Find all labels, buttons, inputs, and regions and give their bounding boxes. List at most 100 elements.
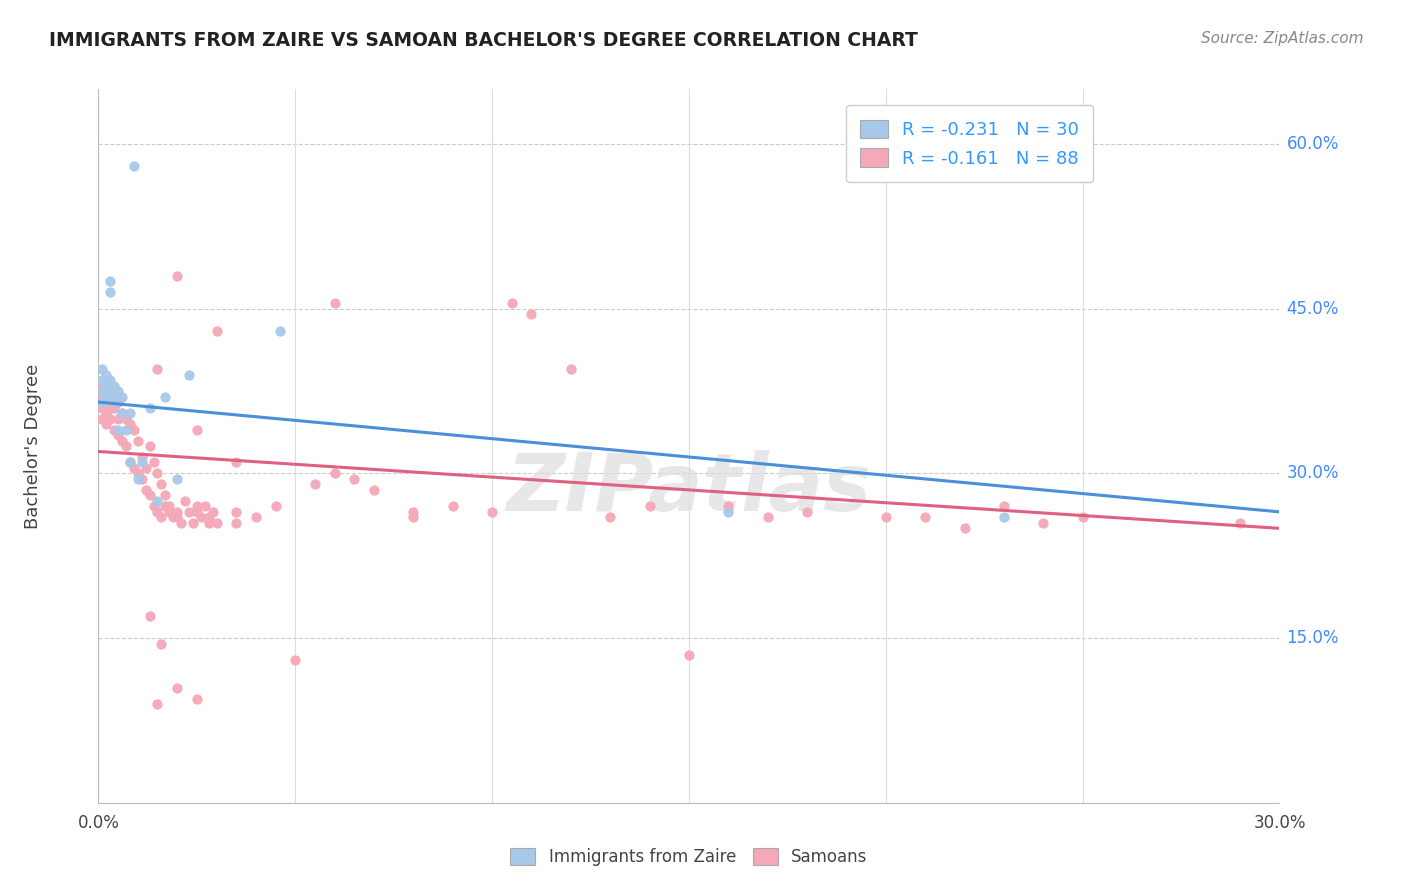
Point	[269, 324, 291, 338]
Point	[107, 423, 129, 437]
Point	[118, 455, 141, 469]
Point	[166, 681, 188, 695]
Point	[170, 516, 193, 530]
Point	[166, 472, 188, 486]
Point	[96, 378, 118, 392]
Point	[225, 505, 247, 519]
Point	[190, 510, 212, 524]
Point	[875, 510, 897, 524]
Point	[103, 395, 125, 409]
Point	[91, 373, 114, 387]
Text: 45.0%: 45.0%	[1286, 300, 1339, 318]
Point	[91, 390, 114, 404]
Text: IMMIGRANTS FROM ZAIRE VS SAMOAN BACHELOR'S DEGREE CORRELATION CHART: IMMIGRANTS FROM ZAIRE VS SAMOAN BACHELOR…	[49, 31, 918, 50]
Point	[150, 510, 173, 524]
Point	[135, 461, 157, 475]
Point	[96, 384, 118, 398]
Point	[98, 390, 121, 404]
Point	[155, 488, 177, 502]
Point	[115, 439, 138, 453]
Point	[138, 609, 160, 624]
Text: Bachelor's Degree: Bachelor's Degree	[24, 363, 42, 529]
Point	[304, 477, 326, 491]
Point	[98, 401, 121, 415]
Point	[103, 401, 125, 415]
Point	[107, 411, 129, 425]
Point	[103, 423, 125, 437]
Point	[118, 406, 141, 420]
Point	[225, 455, 247, 469]
Point	[98, 373, 121, 387]
Text: 15.0%: 15.0%	[1286, 629, 1339, 647]
Point	[560, 362, 582, 376]
Point	[323, 467, 346, 481]
Point	[107, 384, 129, 398]
Point	[107, 428, 129, 442]
Point	[91, 384, 114, 398]
Point	[245, 510, 267, 524]
Point	[98, 274, 121, 288]
Point	[98, 285, 121, 300]
Point	[186, 505, 208, 519]
Point	[146, 697, 169, 711]
Point	[127, 472, 149, 486]
Point	[91, 362, 114, 376]
Point	[98, 384, 121, 398]
Point	[323, 296, 346, 310]
Point	[174, 494, 197, 508]
Point	[131, 472, 153, 486]
Point	[131, 455, 153, 469]
Point	[186, 423, 208, 437]
Point	[122, 159, 145, 173]
Point	[756, 510, 779, 524]
Point	[111, 390, 134, 404]
Point	[177, 368, 200, 382]
Point	[363, 483, 385, 497]
Point	[205, 324, 228, 338]
Point	[103, 390, 125, 404]
Point	[107, 395, 129, 409]
Point	[481, 505, 503, 519]
Point	[146, 467, 169, 481]
Point	[520, 307, 543, 321]
Point	[103, 378, 125, 392]
Text: ZIPatlas: ZIPatlas	[506, 450, 872, 528]
Point	[157, 505, 180, 519]
Point	[98, 411, 121, 425]
Point	[111, 434, 134, 448]
Point	[155, 500, 177, 514]
Text: 60.0%: 60.0%	[1286, 135, 1339, 153]
Point	[131, 450, 153, 464]
Point	[402, 505, 425, 519]
Point	[91, 395, 114, 409]
Point	[993, 510, 1015, 524]
Point	[146, 494, 169, 508]
Point	[122, 423, 145, 437]
Point	[146, 362, 169, 376]
Point	[150, 637, 173, 651]
Point	[201, 505, 224, 519]
Point	[157, 500, 180, 514]
Legend: Immigrants from Zaire, Samoans: Immigrants from Zaire, Samoans	[503, 841, 875, 873]
Point	[138, 488, 160, 502]
Point	[717, 505, 740, 519]
Point	[953, 521, 976, 535]
Point	[142, 455, 165, 469]
Point	[115, 411, 138, 425]
Point	[135, 483, 157, 497]
Point	[993, 500, 1015, 514]
Point	[122, 461, 145, 475]
Point	[166, 505, 188, 519]
Point	[162, 510, 184, 524]
Point	[96, 384, 118, 398]
Point	[111, 406, 134, 420]
Point	[343, 472, 366, 486]
Point	[402, 510, 425, 524]
Point	[96, 368, 118, 382]
Point	[127, 467, 149, 481]
Point	[186, 691, 208, 706]
Point	[127, 434, 149, 448]
Point	[1071, 510, 1094, 524]
Point	[166, 268, 188, 283]
Point	[115, 423, 138, 437]
